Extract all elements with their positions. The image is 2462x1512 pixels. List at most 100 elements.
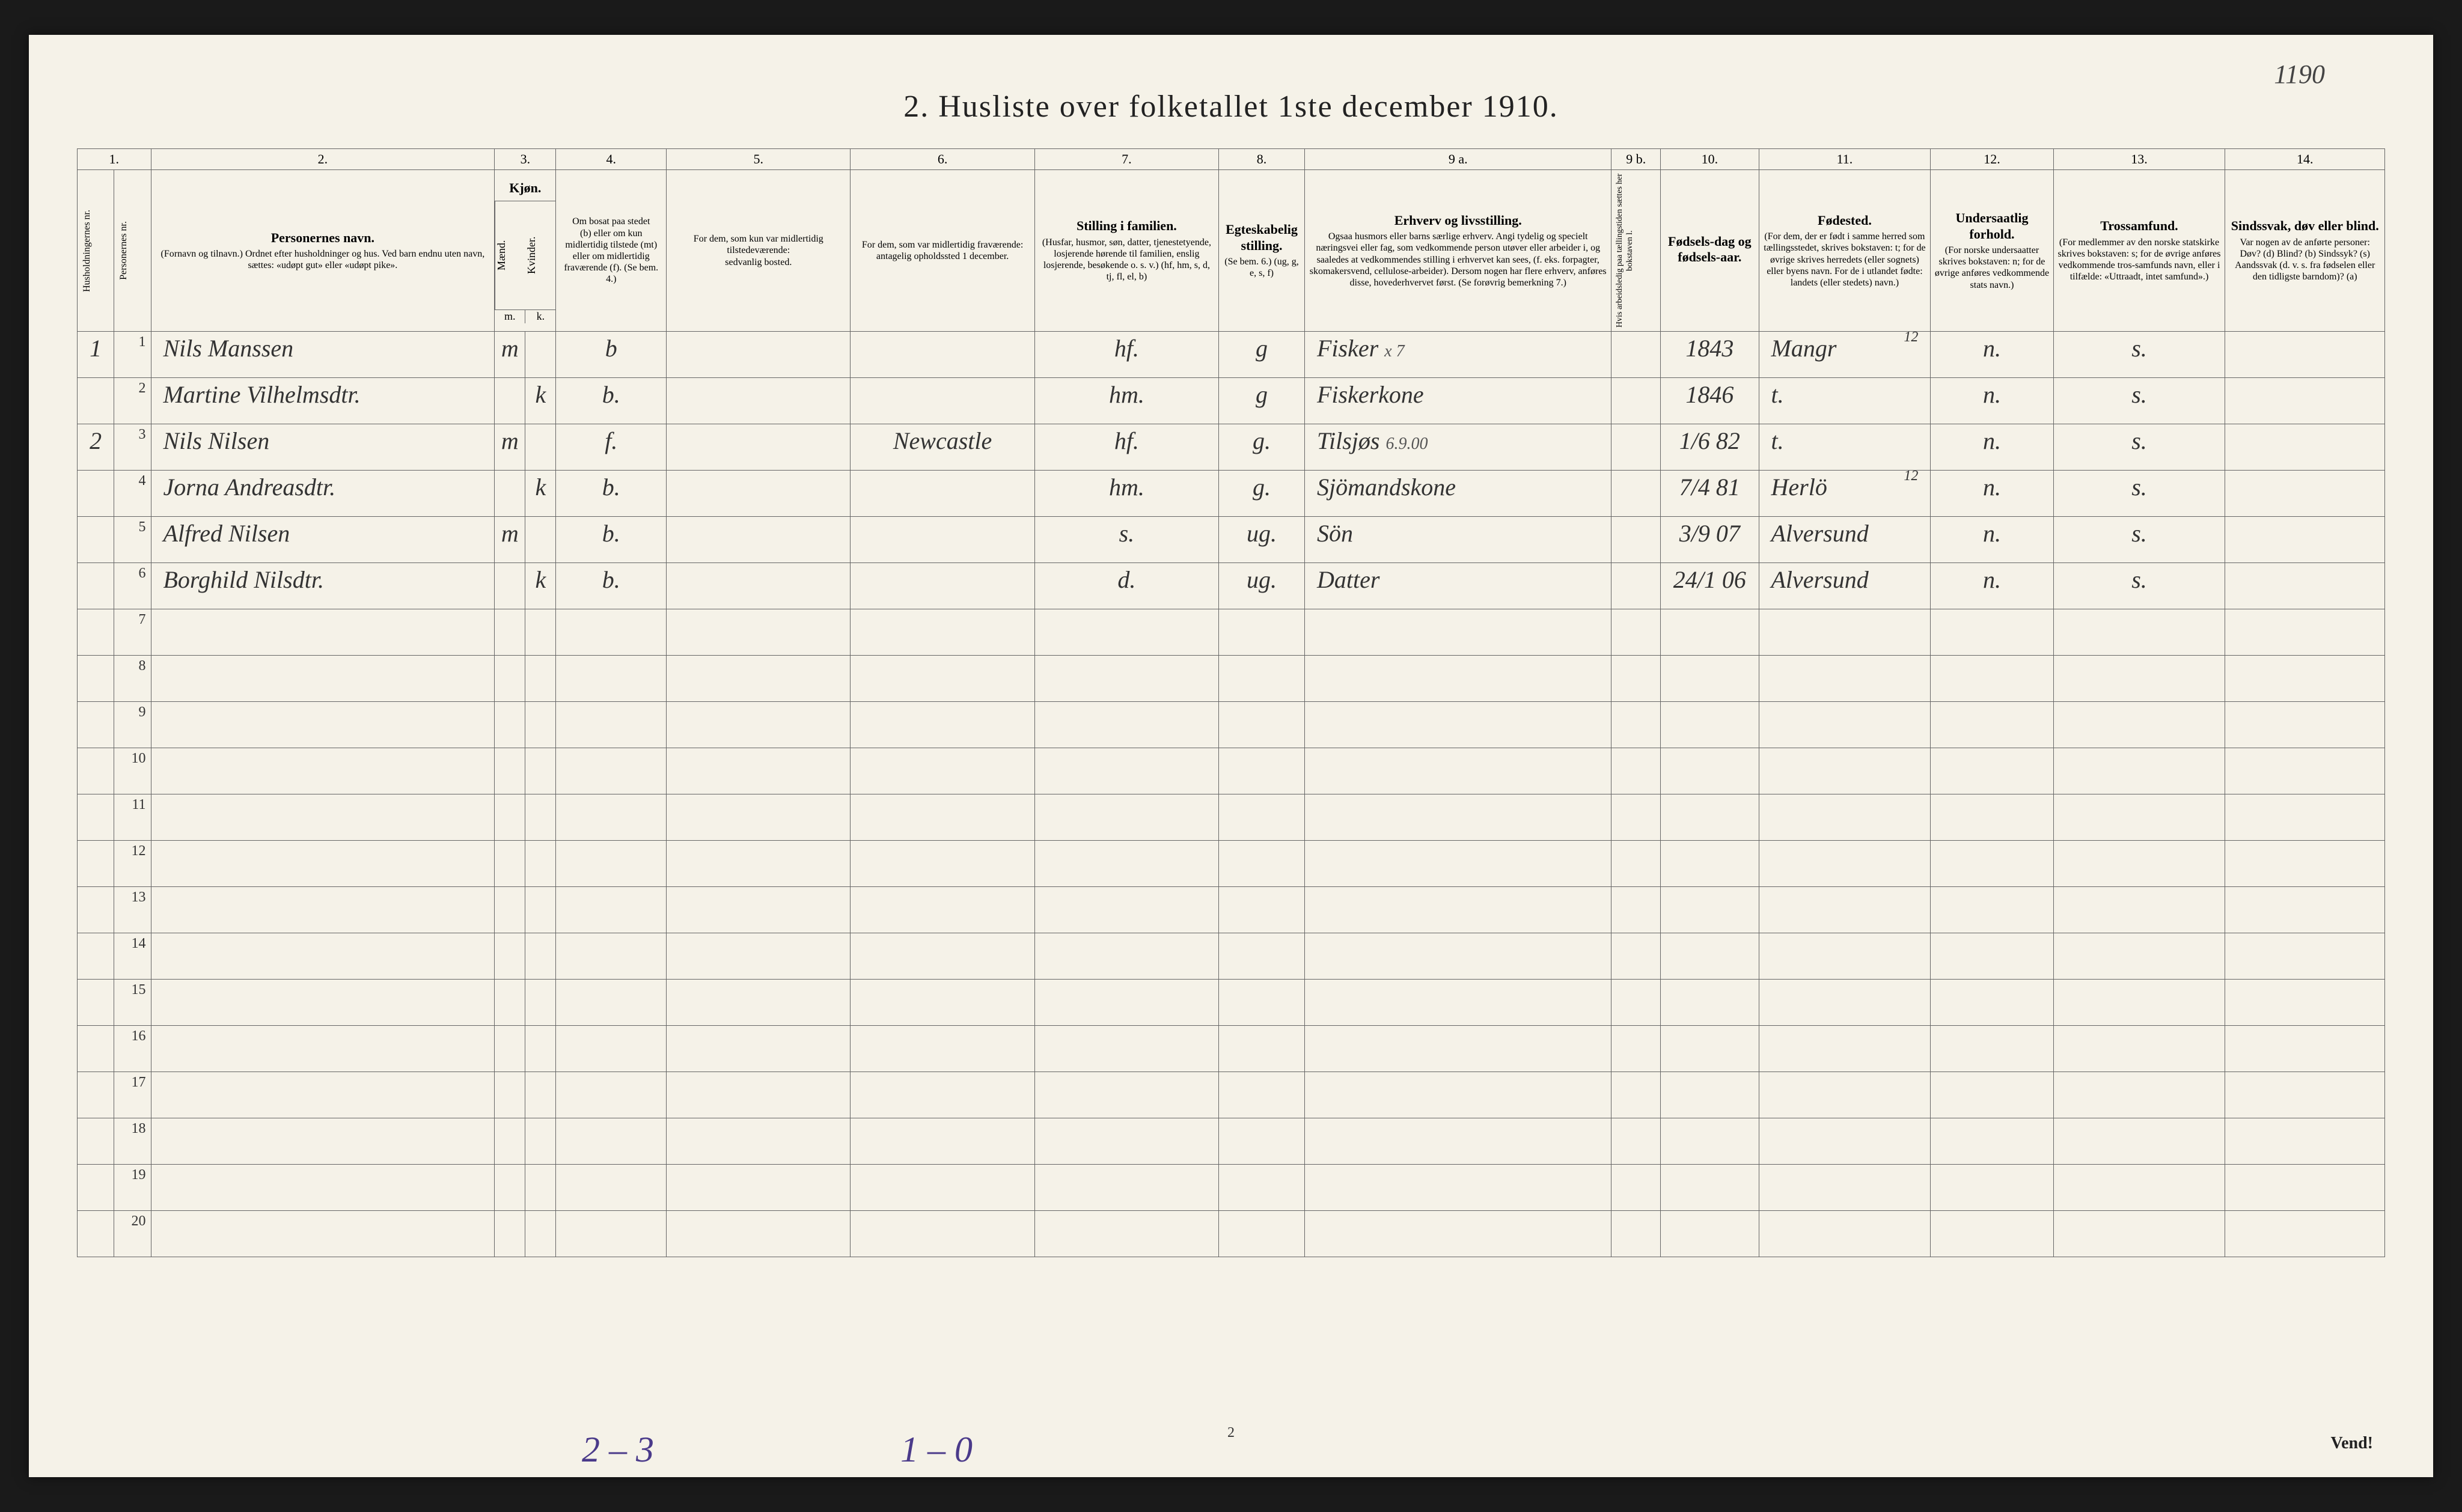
table-row: 18: [78, 1118, 2385, 1165]
cell-empty: [525, 841, 556, 887]
cell-empty: [1304, 1165, 1611, 1211]
cell-pn: 15: [114, 980, 151, 1026]
header-sindssvak: Sindssvak, døv eller blind. Var nogen av…: [2225, 170, 2385, 332]
cell-hh: [78, 1211, 114, 1257]
cell-empty: [1304, 933, 1611, 980]
cell-empty: [556, 748, 667, 794]
cell-empty: [525, 1211, 556, 1257]
table-row: 6 Borghild Nilsdtr. k b. d. ug. Datter 2…: [78, 563, 2385, 609]
cell-empty: [1034, 609, 1218, 656]
colnum: 9 a.: [1304, 149, 1611, 170]
cell-tros: s.: [2053, 471, 2225, 517]
cell-erhverv: Sön: [1304, 517, 1611, 563]
cell-empty: [1034, 748, 1218, 794]
cell-fodested: t.: [1759, 424, 1931, 471]
cell-stilling: s.: [1034, 517, 1218, 563]
cell-empty: [2053, 1211, 2225, 1257]
cell-empty: [495, 1026, 525, 1072]
cell-empty: [2225, 1165, 2385, 1211]
colnum: 14.: [2225, 149, 2385, 170]
cell-empty: [1611, 887, 1661, 933]
cell-male: [495, 563, 525, 609]
cell-hh: [78, 933, 114, 980]
cell-empty: [1759, 980, 1931, 1026]
colnum: 9 b.: [1611, 149, 1661, 170]
cell-bosat: b.: [556, 378, 667, 424]
cell-empty: [525, 609, 556, 656]
cell-tros: s.: [2053, 563, 2225, 609]
cell-stilling: hf.: [1034, 332, 1218, 378]
cell-empty: [667, 1118, 851, 1165]
census-table: 1. 2. 3. 4. 5. 6. 7. 8. 9 a. 9 b. 10. 11…: [77, 148, 2385, 1257]
cell-fravaer: [851, 471, 1034, 517]
cell-empty: [1611, 1165, 1661, 1211]
table-row: 11: [78, 794, 2385, 841]
cell-empty: [1034, 933, 1218, 980]
cell-empty: [495, 794, 525, 841]
cell-arbeidsledig: [1611, 378, 1661, 424]
cell-tilstede: [667, 424, 851, 471]
cell-empty: [525, 1165, 556, 1211]
cell-under: n.: [1931, 563, 2053, 609]
cell-empty: [1034, 1211, 1218, 1257]
cell-empty: [1304, 794, 1611, 841]
cell-fodsel: 3/9 07: [1661, 517, 1759, 563]
cell-empty: [851, 748, 1034, 794]
table-body: 1 1 Nils Manssen m b hf. g Fisker x 7 18…: [78, 332, 2385, 1257]
table-row: 20: [78, 1211, 2385, 1257]
cell-empty: [1611, 1026, 1661, 1072]
cell-empty: [2225, 1211, 2385, 1257]
header-fodsel: Fødsels-dag og fødsels-aar.: [1661, 170, 1759, 332]
cell-hh: 2: [78, 424, 114, 471]
cell-empty: [556, 980, 667, 1026]
cell-fravaer: [851, 332, 1034, 378]
cell-male: [495, 471, 525, 517]
cell-empty: [556, 887, 667, 933]
cell-empty: [556, 1118, 667, 1165]
cell-empty: [1034, 1072, 1218, 1118]
cell-empty: [667, 887, 851, 933]
cell-empty: [1219, 1211, 1305, 1257]
cell-empty: [1931, 1072, 2053, 1118]
header-undersaat: Undersaatlig forhold. (For norske unders…: [1931, 170, 2053, 332]
cell-male: m: [495, 332, 525, 378]
header-sex: Kjøn. Mænd. Kvinder. m. k.: [495, 170, 556, 332]
cell-empty: [2053, 748, 2225, 794]
cell-empty: [2225, 702, 2385, 748]
cell-empty: [1034, 1165, 1218, 1211]
header-arbeidsledig: Hvis arbeidsledig paa tællingstiden sætt…: [1611, 170, 1661, 332]
cell-empty: [1661, 933, 1759, 980]
cell-tilstede: [667, 517, 851, 563]
cell-empty: [1759, 933, 1931, 980]
cell-empty: [1219, 702, 1305, 748]
footer-tally-mid: 1 – 0: [900, 1429, 973, 1471]
cell-empty: [1661, 1165, 1759, 1211]
cell-empty: [495, 1165, 525, 1211]
cell-name: Borghild Nilsdtr.: [151, 563, 495, 609]
cell-empty: [1931, 933, 2053, 980]
cell-empty: [1219, 609, 1305, 656]
cell-empty: [667, 1165, 851, 1211]
cell-empty: [1759, 1026, 1931, 1072]
cell-empty: [1931, 656, 2053, 702]
cell-pn: 6: [114, 563, 151, 609]
cell-egt: g: [1219, 378, 1305, 424]
cell-empty: [556, 1026, 667, 1072]
cell-empty: [1219, 841, 1305, 887]
cell-empty: [1759, 702, 1931, 748]
cell-hh: [78, 378, 114, 424]
cell-bosat: b.: [556, 517, 667, 563]
cell-pn: 18: [114, 1118, 151, 1165]
cell-empty: [525, 887, 556, 933]
cell-empty: [2053, 887, 2225, 933]
cell-empty: [1759, 1072, 1931, 1118]
cell-bosat: b: [556, 332, 667, 378]
cell-empty: [1611, 980, 1661, 1026]
cell-empty: [1219, 656, 1305, 702]
cell-pn: 1: [114, 332, 151, 378]
cell-empty: [667, 609, 851, 656]
cell-hh: [78, 471, 114, 517]
cell-empty: [556, 794, 667, 841]
cell-pn: 20: [114, 1211, 151, 1257]
colnum: 12.: [1931, 149, 2053, 170]
